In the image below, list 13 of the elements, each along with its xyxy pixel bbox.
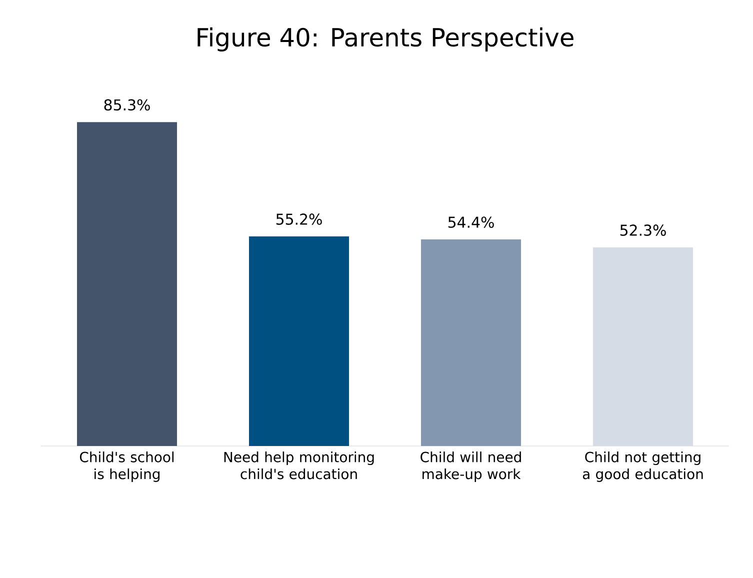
bar	[249, 236, 350, 446]
data-label: 55.2%	[276, 214, 322, 225]
data-label: 54.4%	[448, 216, 494, 228]
data-label: 52.3%	[620, 224, 666, 236]
data-label: 85.3%	[104, 99, 150, 111]
x-tick-label: Child's school is helping	[80, 452, 174, 482]
chart-title: Figure 40: Parents Perspective	[198, 27, 574, 52]
x-tick-label: Child will need make-up work	[420, 452, 521, 482]
x-tick-label: Child not getting a good education	[582, 452, 703, 482]
bar	[593, 247, 694, 446]
x-tick-label: Need help monitoring child's education	[224, 452, 374, 480]
bar	[421, 239, 522, 446]
bar	[77, 122, 177, 446]
